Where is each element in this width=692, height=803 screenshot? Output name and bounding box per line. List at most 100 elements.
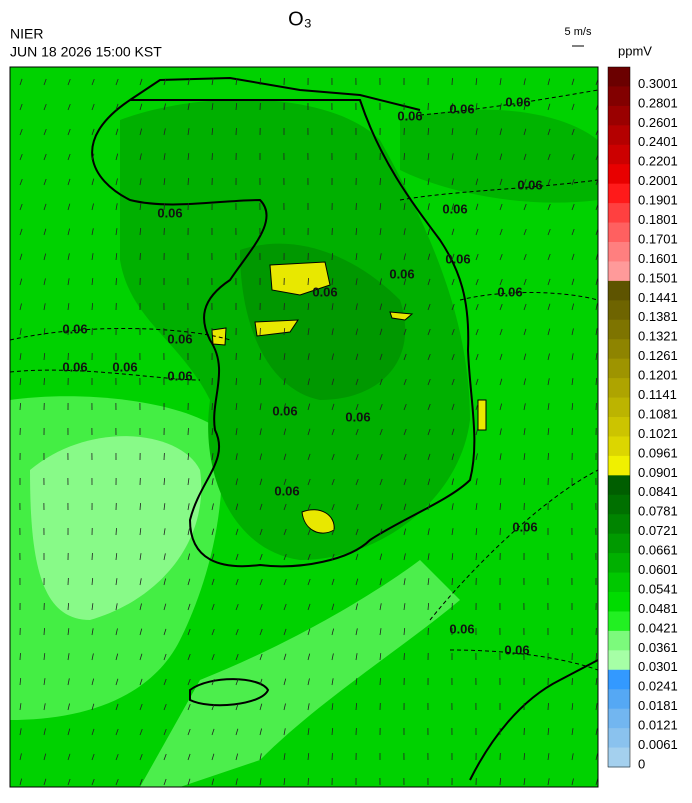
colorbar-swatch: [608, 145, 630, 165]
colorbar-swatch: [608, 417, 630, 437]
colorbar-label: 0.0421: [638, 620, 678, 635]
wind-arrow: [548, 453, 549, 460]
colorbar-swatch: [608, 242, 630, 262]
colorbar-swatch: [608, 748, 630, 768]
colorbar-swatch: [608, 689, 630, 709]
colorbar-swatch: [608, 728, 630, 748]
contour-label: 0.06: [112, 359, 137, 374]
wind-arrow: [92, 303, 93, 310]
wind-arrow: [140, 503, 141, 510]
colorbar-label: 0.1901: [638, 193, 678, 208]
colorbar-label: 0.0601: [638, 562, 678, 577]
colorbar-label: 0.1801: [638, 212, 678, 227]
colorbar-swatch: [608, 281, 630, 301]
colorbar-swatch: [608, 67, 630, 87]
colorbar-label: 0.0121: [638, 718, 678, 733]
contour-label: 0.06: [167, 331, 192, 346]
colorbar-label: 0.1021: [638, 426, 678, 441]
wind-arrow: [572, 678, 573, 685]
colorbar-swatch: [608, 475, 630, 495]
wind-arrow: [212, 403, 213, 410]
colorbar-unit: ppmV: [618, 43, 652, 58]
colorbar-swatch: [608, 339, 630, 359]
wind-arrow: [500, 778, 501, 785]
contour-label: 0.06: [505, 94, 530, 109]
wind-arrow: [188, 178, 189, 185]
contour-label: 0.06: [504, 642, 529, 657]
colorbar-label: 0.0061: [638, 737, 678, 752]
wind-arrow: [20, 403, 21, 410]
source: NIER: [10, 26, 43, 42]
contour-label: 0.06: [517, 177, 542, 192]
colorbar-label: 0.1501: [638, 270, 678, 285]
wind-arrow: [452, 578, 453, 585]
colorbar-swatch: [608, 106, 630, 126]
contour-label: 0.06: [167, 368, 192, 383]
colorbar-swatch: [608, 650, 630, 670]
contour-label: 0.06: [442, 201, 467, 216]
wind-arrow: [380, 178, 381, 185]
colorbar-label: 0.0301: [638, 659, 678, 674]
title: O₃: [288, 8, 312, 30]
colorbar-swatch: [608, 611, 630, 631]
colorbar-label: 0.0541: [638, 581, 678, 596]
colorbar-swatch: [608, 398, 630, 418]
colorbar-label: 0.1261: [638, 348, 678, 363]
colorbar-swatch: [608, 320, 630, 340]
colorbar-swatch: [608, 125, 630, 145]
colorbar-label: 0.0901: [638, 465, 678, 480]
colorbar-swatch: [608, 709, 630, 729]
contour-label: 0.06: [272, 403, 297, 418]
contour-label: 0.06: [497, 284, 522, 299]
colorbar-swatch: [608, 456, 630, 476]
wind-arrow: [116, 278, 117, 285]
colorbar-swatch: [608, 359, 630, 379]
colorbar-label: 0.0361: [638, 640, 678, 655]
colorbar-swatch: [608, 573, 630, 593]
colorbar-swatch: [608, 631, 630, 651]
colorbar-label: 0.0781: [638, 504, 678, 519]
colorbar-label: 0.0181: [638, 698, 678, 713]
colorbar-swatch: [608, 514, 630, 534]
contour-label: 0.06: [449, 621, 474, 636]
contour-label: 0.06: [389, 266, 414, 281]
colorbar-label: 0.0241: [638, 679, 678, 694]
wind-legend-label: 5 m/s: [565, 26, 592, 38]
colorbar-swatch: [608, 436, 630, 456]
colorbar-label: 0.2601: [638, 115, 678, 130]
colorbar-label: 0.2401: [638, 134, 678, 149]
colorbar-label: 0.0961: [638, 445, 678, 460]
colorbar-swatch: [608, 86, 630, 106]
map: 0.06 0.06 0.06 0.06 0.06 0.06 0.06 0.06 0.06 0.06…: [10, 67, 598, 787]
contour-label: 0.06: [445, 251, 470, 266]
colorbar-swatch: [608, 553, 630, 573]
wind-arrow: [308, 278, 309, 285]
colorbar-swatch: [608, 534, 630, 554]
contour-label: 0.06: [449, 101, 474, 116]
colorbar-label: 0.2001: [638, 173, 678, 188]
contour-label: 0.06: [312, 284, 337, 299]
high-patch: [478, 400, 486, 430]
colorbar-swatch: [608, 592, 630, 612]
contour-label: 0.06: [274, 483, 299, 498]
contour-label: 0.06: [345, 409, 370, 424]
colorbar-label: 0.1141: [638, 387, 677, 402]
colorbar-label: 0.1081: [638, 406, 678, 421]
colorbar-swatch: [608, 184, 630, 204]
colorbar-label: 0.1441: [638, 290, 678, 305]
colorbar-label: 0.1601: [638, 251, 678, 266]
colorbar-label: 0.0721: [638, 523, 678, 538]
colorbar-swatch: [608, 203, 630, 223]
contour-label: 0.06: [62, 359, 87, 374]
colorbar-swatch: [608, 223, 630, 243]
contour-label: 0.06: [62, 321, 87, 336]
contour-label: 0.06: [397, 108, 422, 123]
colorbar-label: 0.1321: [638, 329, 678, 344]
colorbar-swatch: [608, 378, 630, 398]
colorbar-label: 0.1701: [638, 231, 678, 246]
colorbar-label: 0.1201: [638, 368, 678, 383]
colorbar-swatch: [608, 300, 630, 320]
colorbar-label: 0.3001: [638, 76, 678, 91]
colorbar-swatch: [608, 670, 630, 690]
